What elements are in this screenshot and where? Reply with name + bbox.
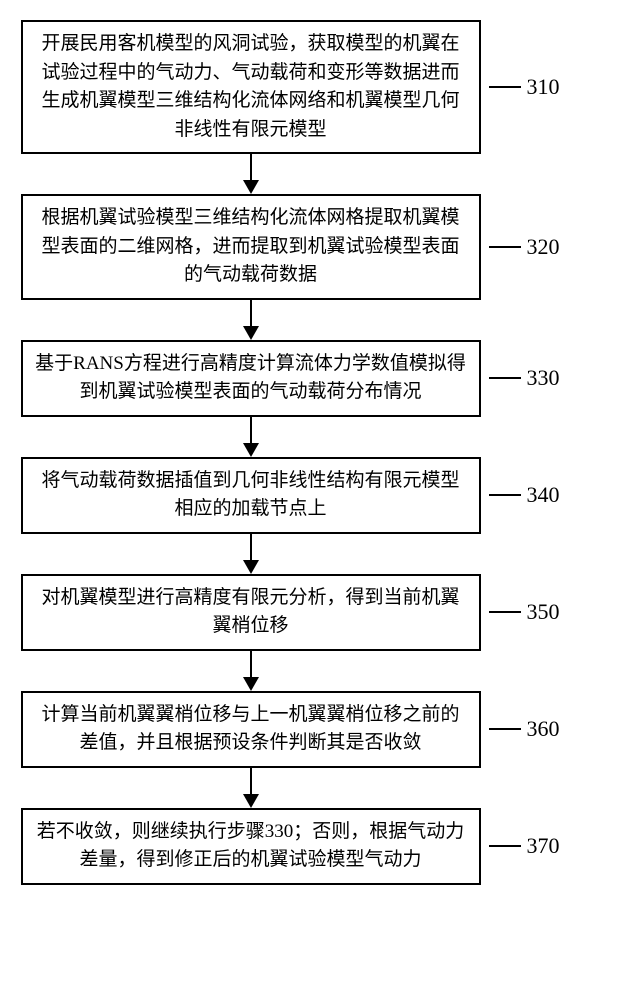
- step-label-340: 340: [527, 482, 560, 508]
- step-label-330: 330: [527, 365, 560, 391]
- arrow-down-icon: [21, 534, 481, 574]
- step-box-330: 基于RANS方程进行高精度计算流体力学数值模拟得到机翼试验模型表面的气动载荷分布…: [21, 340, 481, 417]
- flowchart-container: 开展民用客机模型的风洞试验，获取模型的机翼在试验过程中的气动力、气动载荷和变形等…: [21, 20, 601, 885]
- step-box-340: 将气动载荷数据插值到几何非线性结构有限元模型相应的加载节点上: [21, 457, 481, 534]
- flow-step: 对机翼模型进行高精度有限元分析，得到当前机翼翼梢位移 350: [21, 574, 601, 651]
- flow-step: 若不收敛，则继续执行步骤330；否则，根据气动力差量，得到修正后的机翼试验模型气…: [21, 808, 601, 885]
- flow-step: 计算当前机翼翼梢位移与上一机翼翼梢位移之前的差值，并且根据预设条件判断其是否收敛…: [21, 691, 601, 768]
- step-label-320: 320: [527, 234, 560, 260]
- step-label-310: 310: [527, 74, 560, 100]
- step-label-wrap: 350: [489, 599, 560, 625]
- step-label-360: 360: [527, 716, 560, 742]
- arrow-down-icon: [21, 300, 481, 340]
- flow-step: 将气动载荷数据插值到几何非线性结构有限元模型相应的加载节点上 340: [21, 457, 601, 534]
- step-box-310: 开展民用客机模型的风洞试验，获取模型的机翼在试验过程中的气动力、气动载荷和变形等…: [21, 20, 481, 154]
- flow-step: 基于RANS方程进行高精度计算流体力学数值模拟得到机翼试验模型表面的气动载荷分布…: [21, 340, 601, 417]
- arrow-down-icon: [21, 154, 481, 194]
- step-box-350: 对机翼模型进行高精度有限元分析，得到当前机翼翼梢位移: [21, 574, 481, 651]
- step-label-wrap: 330: [489, 365, 560, 391]
- step-box-370: 若不收敛，则继续执行步骤330；否则，根据气动力差量，得到修正后的机翼试验模型气…: [21, 808, 481, 885]
- label-connector: [489, 845, 521, 847]
- step-label-370: 370: [527, 833, 560, 859]
- step-box-360: 计算当前机翼翼梢位移与上一机翼翼梢位移之前的差值，并且根据预设条件判断其是否收敛: [21, 691, 481, 768]
- arrow-down-icon: [21, 417, 481, 457]
- step-label-wrap: 320: [489, 234, 560, 260]
- arrow-down-icon: [21, 768, 481, 808]
- label-connector: [489, 611, 521, 613]
- step-label-wrap: 370: [489, 833, 560, 859]
- step-label-350: 350: [527, 599, 560, 625]
- step-box-320: 根据机翼试验模型三维结构化流体网格提取机翼模型表面的二维网格，进而提取到机翼试验…: [21, 194, 481, 300]
- flow-step: 根据机翼试验模型三维结构化流体网格提取机翼模型表面的二维网格，进而提取到机翼试验…: [21, 194, 601, 300]
- step-label-wrap: 360: [489, 716, 560, 742]
- label-connector: [489, 494, 521, 496]
- arrow-down-icon: [21, 651, 481, 691]
- label-connector: [489, 728, 521, 730]
- label-connector: [489, 246, 521, 248]
- step-label-wrap: 310: [489, 74, 560, 100]
- flow-step: 开展民用客机模型的风洞试验，获取模型的机翼在试验过程中的气动力、气动载荷和变形等…: [21, 20, 601, 154]
- label-connector: [489, 377, 521, 379]
- label-connector: [489, 86, 521, 88]
- step-label-wrap: 340: [489, 482, 560, 508]
